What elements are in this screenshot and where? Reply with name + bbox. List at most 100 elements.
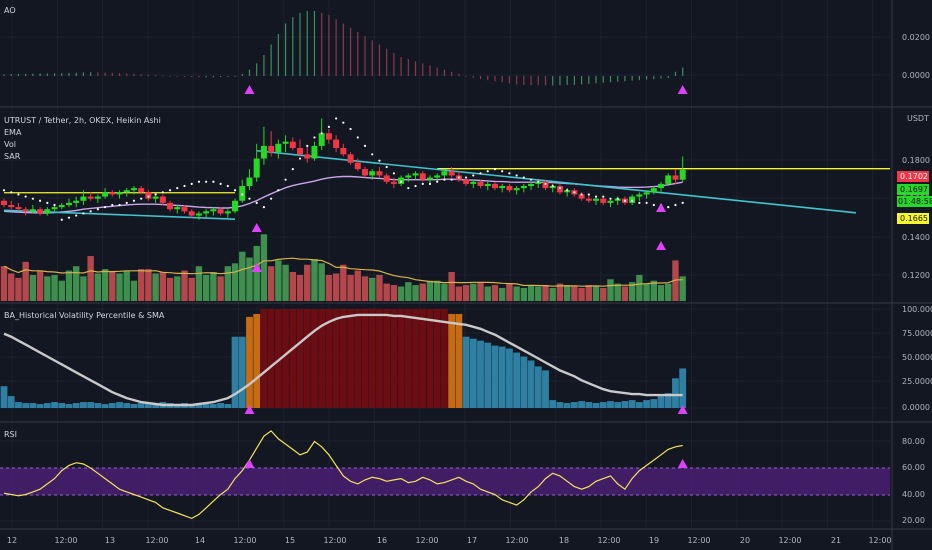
volume-bar [217, 276, 224, 301]
hvp-bar [498, 346, 506, 408]
hvp-bar [51, 402, 58, 408]
hvp-bar [0, 386, 8, 408]
sar-dot [645, 201, 648, 204]
volume-bar [94, 273, 102, 301]
volume-bar [397, 286, 405, 301]
volume-bar [101, 269, 109, 301]
hvp-bar [217, 403, 224, 408]
sar-label[interactable]: SAR [4, 152, 21, 161]
volume-bar [36, 270, 44, 301]
hvp-bar [672, 378, 679, 408]
hvp-bar [462, 336, 470, 408]
ao-bar [3, 74, 5, 76]
volume-bar [289, 272, 296, 301]
sar-dot [638, 201, 641, 204]
hvp-bar [426, 309, 434, 408]
volume-bar [109, 272, 116, 301]
candle-body [58, 205, 65, 208]
sar-dot [378, 159, 381, 162]
volume-bar [145, 269, 152, 301]
volume-bar [390, 285, 398, 301]
hvp-bar [614, 402, 622, 408]
hvp-bar [585, 402, 593, 408]
sar-dot [616, 197, 619, 200]
volume-bar [665, 283, 672, 301]
ao-bar [46, 73, 48, 76]
candles[interactable] [1, 118, 686, 220]
sar-dot [681, 201, 684, 204]
candle-body [463, 179, 470, 184]
candle-body [203, 211, 210, 214]
ao-bar [133, 73, 135, 76]
candle-body [181, 207, 188, 212]
price-tag-last-bg [897, 184, 929, 195]
hvp-bar [87, 402, 95, 408]
sar-dot [443, 178, 446, 181]
candle-body [383, 175, 390, 182]
ao-bar [349, 27, 352, 76]
vol-label[interactable]: Vol [4, 140, 16, 149]
hvp-bar [542, 370, 549, 408]
candle-body [672, 175, 679, 180]
ao-label[interactable]: AO [4, 6, 16, 15]
candle-body [188, 211, 195, 216]
ao-bar [393, 52, 395, 76]
sar-dot [335, 117, 338, 120]
candle-body [333, 139, 340, 148]
sar-dot [118, 203, 121, 207]
time-tick: 12 [7, 536, 17, 545]
hvp-bar [397, 309, 405, 408]
ao-bar [256, 63, 258, 76]
volume-bar [260, 234, 268, 301]
sar-dot [580, 193, 583, 196]
volume-bar [419, 283, 426, 301]
sar-dot [558, 187, 562, 190]
sar-dot [96, 208, 99, 211]
candle-body [304, 154, 311, 159]
rsi-label[interactable]: RSI [4, 430, 17, 439]
ao-bar [407, 59, 409, 76]
hvp-bar [116, 402, 123, 408]
candle-body [152, 196, 159, 199]
hvp-bar [657, 396, 665, 408]
candle-body [520, 186, 527, 189]
hvp-bar [433, 309, 441, 408]
hvp-bar [549, 400, 557, 408]
hvp-bar [621, 401, 629, 408]
ao-bar [205, 76, 207, 78]
volume-bar [188, 277, 195, 301]
sar-dot [75, 214, 78, 217]
sar-dot [298, 157, 302, 160]
volume-bar [600, 287, 607, 301]
sar-dot [233, 189, 237, 192]
hvp-bar [108, 403, 116, 408]
ao-signal-marker [677, 85, 688, 94]
hvp-label[interactable]: BA_Historical Volatility Percentile & SM… [4, 311, 165, 320]
main-title[interactable]: UTRUST / Tether, 2h, OKEX, Heikin Ashi [4, 116, 161, 125]
volume-bar [296, 274, 304, 301]
volume-bar [506, 283, 513, 301]
candle-body [217, 209, 224, 214]
ao-bar [559, 76, 561, 86]
countdown-tag-bg [897, 196, 932, 207]
volume-bar [621, 286, 629, 301]
ao-bar [508, 76, 510, 84]
ema-label[interactable]: EMA [4, 128, 22, 137]
sar-dot [472, 174, 475, 177]
hvp-bar [289, 309, 297, 408]
candle-body [491, 183, 498, 189]
volume-bar [657, 285, 665, 301]
time-axis: 12 12:00 13 12:00 14 12:00 15 12:00 16 1… [7, 536, 892, 545]
time-tick: 12:00 [145, 536, 168, 545]
candle-body [347, 154, 354, 163]
candle-body [109, 192, 116, 195]
sar-dot [60, 218, 63, 221]
candle-body [419, 173, 426, 180]
indicator-lines [3, 149, 890, 520]
hvp-bar [246, 316, 253, 408]
sar-dot [515, 174, 518, 177]
candle-body [658, 183, 665, 189]
volume-bar [195, 266, 203, 301]
ao-bar [638, 76, 640, 81]
